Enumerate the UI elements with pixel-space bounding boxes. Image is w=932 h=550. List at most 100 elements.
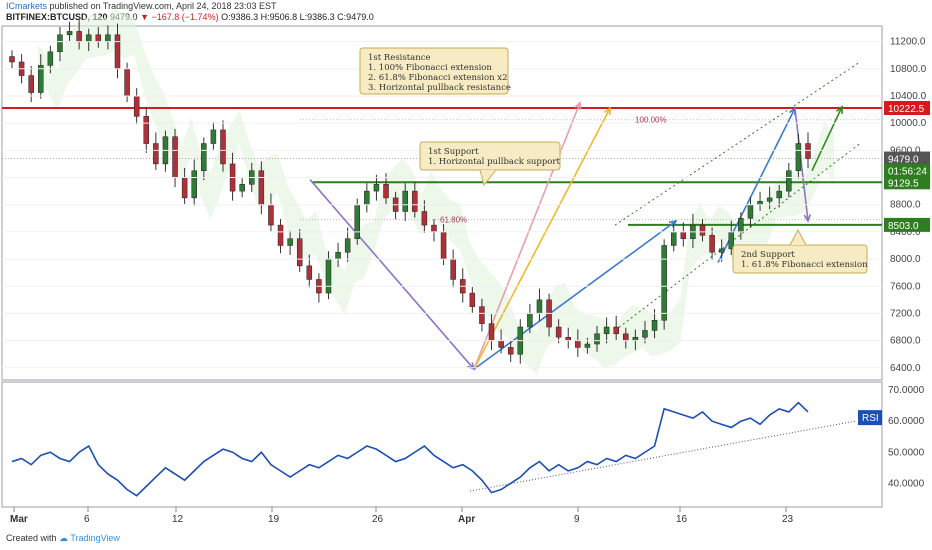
candle-body [344, 238, 351, 253]
candle-body [623, 333, 629, 341]
candle-body [124, 68, 130, 97]
down-arrow-icon: ▼ [140, 12, 149, 22]
price-tick-label: 10800.0 [890, 64, 927, 75]
candle-body [440, 231, 447, 260]
candle-body [296, 238, 303, 267]
price-tick-label: 6800.0 [890, 336, 921, 347]
candle-body [661, 245, 667, 321]
arrow-purple-down-2-head [803, 214, 812, 223]
created-with-text: Created with [6, 533, 57, 543]
candle-body [76, 31, 82, 42]
candle-body [498, 340, 504, 348]
candle-body [718, 248, 725, 253]
candle-body [738, 218, 744, 233]
candle-body [757, 201, 763, 205]
rsi-label-tag [858, 410, 882, 426]
arrow-orange-up-head [603, 106, 611, 116]
candle-body [153, 143, 159, 165]
price-tick-label: 8000.0 [890, 254, 921, 265]
candle-body [680, 231, 687, 239]
price-change: −167.8 (−1.74%) [151, 12, 219, 22]
candle-body [114, 34, 121, 70]
resistance-callout [359, 47, 509, 95]
candle-body [421, 211, 428, 226]
support-1-callout-line: 1st Support [428, 147, 479, 157]
candle-body [9, 56, 15, 63]
price-tick-label: 8400.0 [890, 227, 921, 238]
x-tick-label: 9 [574, 514, 580, 525]
support-2-callout-line: 1. 61.8% Fibonacci extension [741, 260, 868, 270]
x-tick-label: 23 [782, 514, 794, 525]
candle-body [85, 34, 92, 42]
support-1-callout-line: 1. Horizontal pullback support [428, 157, 560, 167]
rsi-label: RSI [862, 413, 879, 424]
candle-body [402, 190, 408, 212]
candle-body [488, 323, 495, 341]
candle-body [191, 170, 197, 199]
price-tag [884, 175, 930, 190]
candle-body [786, 170, 792, 192]
tradingview-logo-icon: ☁ [59, 533, 69, 543]
candle-body [469, 292, 476, 307]
candle-body [277, 224, 284, 246]
candle-body [555, 326, 562, 338]
candle-body [143, 116, 150, 144]
tradingview-brand[interactable]: TradingView [70, 533, 120, 543]
candle-body [412, 190, 418, 212]
x-tick-label: 26 [372, 514, 384, 525]
candle-body [766, 197, 773, 202]
price-tag-label: 01:56:24 [888, 167, 927, 178]
candle-body [47, 51, 54, 66]
ichimoku-cloud [38, 9, 834, 374]
candle-body [613, 326, 619, 335]
symbol-label: BITFINEX:BTCUSD, 120 [6, 12, 108, 22]
candle-body [306, 265, 313, 280]
candle-body [325, 258, 332, 294]
footer: Created with ☁ TradingView [6, 533, 120, 544]
candle-body [575, 340, 581, 348]
publisher-link[interactable]: ICmarkets [6, 1, 48, 11]
resistance-callout-line: 1st Resistance [368, 53, 431, 63]
published-text: published on TradingView.com, April 24, … [49, 1, 277, 11]
candle-body [201, 143, 207, 171]
candle-body [527, 313, 533, 328]
support-1-callout-pointer [479, 169, 497, 187]
price-tick-label: 10000.0 [890, 118, 927, 129]
candle-body [479, 306, 485, 324]
rsi-line [11, 401, 809, 497]
candle-body [805, 143, 811, 159]
rsi-tick-label: 70.0000 [888, 385, 925, 396]
candle-body [450, 258, 456, 280]
price-tag-label: 9129.5 [888, 178, 919, 189]
candle-body [670, 231, 677, 246]
price-tag-label: 9479.0 [888, 155, 919, 166]
candle-body [210, 129, 217, 144]
candle-body [536, 299, 543, 314]
candle-body [66, 31, 73, 36]
candle-body [181, 177, 188, 199]
x-tick-label: 16 [676, 514, 688, 525]
price-tick-label: 8800.0 [890, 200, 921, 211]
candle-body [795, 143, 802, 171]
candle-body [383, 184, 389, 199]
resistance-callout-line: 1. 100% Fibonacci extension [368, 63, 492, 73]
candle-body [364, 190, 370, 205]
rsi-tick-label: 40.0000 [888, 478, 925, 489]
rsi-tick-label: 60.0000 [888, 416, 925, 427]
x-tick-label: 19 [268, 514, 280, 525]
candle-body [133, 95, 140, 117]
candle-body [431, 224, 437, 233]
candle-body [584, 343, 591, 348]
candle-body [373, 184, 380, 192]
rsi-trendline [469, 420, 856, 492]
candle-body [239, 184, 245, 192]
channel-lower-line [614, 143, 861, 331]
candle-body [220, 129, 226, 165]
candle-body [172, 136, 178, 178]
price-tag [884, 163, 930, 178]
arrow-orange-up [473, 107, 611, 370]
fib-618-label: 61.80% [440, 216, 467, 225]
arrow-green-up-head [836, 105, 843, 114]
price-tick-label: 9600.0 [890, 145, 921, 156]
